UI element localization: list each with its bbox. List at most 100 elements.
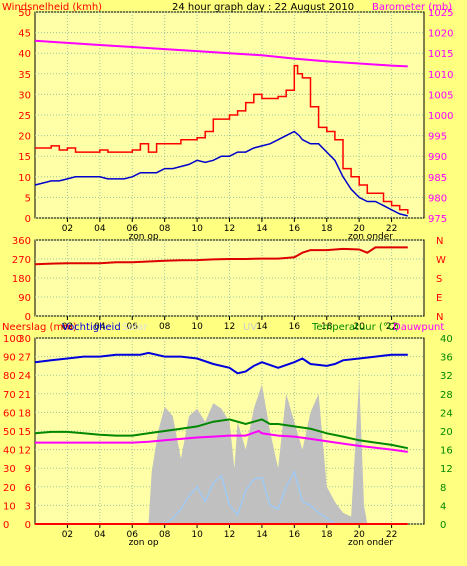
- x-tick-label: 06: [127, 322, 139, 332]
- x-tick-label: 06: [127, 224, 139, 234]
- direction-y-tick-label: 90: [18, 293, 31, 304]
- rain-axis-title: Neerslag (mm): [2, 322, 77, 333]
- wind-barometer-panel: Windsnelheid (kmh) 24 hour graph day : 2…: [2, 2, 453, 242]
- temperature-y-tick-label: 0: [440, 520, 446, 531]
- x-annotation-label: zon op: [129, 232, 159, 242]
- temperature-y-tick-label: 12: [440, 464, 453, 475]
- rain-y-tick-label: 6: [25, 483, 31, 494]
- humidity-y-tick-label: 50: [3, 427, 16, 438]
- rain-y-tick-label: 0: [25, 520, 31, 531]
- x-tick-label: 18: [321, 530, 333, 540]
- temperature-y-tick-label: 32: [440, 371, 453, 382]
- x-tick-label: 16: [289, 530, 301, 540]
- rain-y-tick-label: 18: [18, 408, 31, 419]
- x-tick-label: 18: [321, 224, 333, 234]
- temperature-y-tick-label: 40: [440, 334, 453, 345]
- wind-y-tick-label: 40: [18, 49, 31, 60]
- barometer-y-tick-label: 1005: [428, 90, 453, 101]
- series-dauwpunt-line: [35, 429, 408, 453]
- x-tick-label: 02: [62, 322, 73, 332]
- compass-label: W: [436, 255, 446, 266]
- solar-area: [148, 378, 368, 524]
- direction-grid: [35, 239, 424, 317]
- climate-series: [34, 351, 408, 525]
- temperature-y-tick-label: 24: [440, 408, 453, 419]
- x-tick-label: 14: [256, 224, 268, 234]
- rain-y-tick-label: 30: [18, 334, 31, 345]
- direction-series: [34, 246, 408, 266]
- direction-x-axis-ticks: 02 04 06 08 10 12 14 16 18 20 22: [62, 316, 397, 332]
- x-tick-label: 16: [289, 224, 301, 234]
- x-tick-label: 22: [386, 530, 397, 540]
- humidity-y-axis-ticks: 0 10 20 30 40 50 60 70 80 90 100: [3, 334, 22, 531]
- x-tick-label: 22: [386, 322, 397, 332]
- rain-y-tick-label: 27: [18, 353, 31, 364]
- wind-y-tick-label: 35: [18, 70, 31, 81]
- rain-y-tick-label: 3: [25, 501, 31, 512]
- x-annotation-label: zon onder: [348, 232, 393, 242]
- x-tick-label: 08: [159, 322, 171, 332]
- rain-humidity-temp-panel: Neerslag (mm) Vochtigheid Solar UV Tempe…: [2, 322, 453, 548]
- compass-label: N: [436, 236, 443, 247]
- direction-y-tick-label: 360: [12, 236, 31, 247]
- barometer-y-tick-label: 975: [428, 214, 447, 225]
- series-temperatuur-line: [34, 418, 408, 450]
- barometer-y-tick-label: 980: [428, 193, 447, 204]
- temperature-y-axis-ticks: 0 4 8 12 16 20 24 28 32 36 40: [440, 334, 453, 531]
- barometer-y-tick-label: 1000: [428, 111, 453, 122]
- temperature-y-tick-label: 16: [440, 446, 453, 457]
- climate-annotations: zon op zon onder: [129, 538, 394, 548]
- barometer-axis-title: Barometer (mb): [372, 2, 452, 13]
- humidity-y-tick-label: 90: [3, 353, 16, 364]
- wind-x-axis-ticks: 02 04 06 08 10 12 14 16 18 20 22: [62, 218, 397, 234]
- x-tick-label: 12: [224, 530, 235, 540]
- direction-y-tick-label: 180: [12, 274, 31, 285]
- wind-y-tick-label: 30: [18, 90, 31, 101]
- wind-y-tick-label: 50: [18, 8, 31, 19]
- rain-y-tick-label: 12: [18, 446, 31, 457]
- x-tick-label: 10: [191, 224, 203, 234]
- series-barometer-line: [34, 39, 408, 68]
- x-tick-label: 04: [94, 322, 106, 332]
- humidity-y-tick-label: 80: [3, 371, 16, 382]
- x-annotation-label: zon onder: [348, 538, 393, 548]
- x-tick-label: 10: [191, 322, 203, 332]
- wind-y-tick-label: 5: [25, 193, 31, 204]
- series-gemiddelde-line: [34, 130, 408, 217]
- humidity-y-tick-label: 100: [3, 334, 22, 345]
- wind-y-tick-label: 20: [18, 132, 31, 143]
- wind-annotations: zon op zon onder: [129, 232, 394, 242]
- uv-line: [164, 470, 336, 525]
- x-tick-label: 18: [321, 322, 333, 332]
- temperature-y-tick-label: 4: [440, 501, 446, 512]
- barometer-y-tick-label: 1010: [428, 70, 453, 81]
- humidity-y-tick-label: 10: [3, 501, 16, 512]
- compass-label: S: [436, 274, 442, 285]
- rain-y-tick-label: 21: [18, 390, 31, 401]
- wind-y-tick-label: 15: [18, 152, 31, 163]
- series-windrichting-line: [34, 246, 408, 266]
- rain-y-tick-label: 24: [18, 371, 31, 382]
- direction-y-axis-ticks: 0 90 180 270 360: [12, 236, 31, 323]
- humidity-y-tick-label: 70: [3, 390, 16, 401]
- series-windsnelheid-line: [35, 64, 409, 214]
- x-tick-label: 06: [127, 530, 139, 540]
- humidity-y-tick-label: 0: [3, 520, 9, 531]
- x-tick-label: 20: [353, 224, 365, 234]
- barometer-y-tick-label: 995: [428, 132, 447, 143]
- series-vochtigheid-line: [34, 351, 408, 375]
- wind-y-axis-ticks: 0 5 10 15 20 25 30 35 40 45 50: [18, 8, 31, 225]
- x-tick-label: 22: [386, 224, 397, 234]
- humidity-y-tick-label: 20: [3, 483, 16, 494]
- solar-axis-title: Solar: [122, 322, 148, 333]
- barometer-y-tick-label: 1015: [428, 49, 453, 60]
- x-tick-label: 04: [94, 530, 106, 540]
- wind-y-tick-label: 0: [25, 214, 31, 225]
- direction-y-tick-label: 0: [25, 312, 31, 323]
- barometer-y-axis-ticks: 975 980 985 990 995 1000 1005 1010 1015 1020 1025: [428, 8, 453, 225]
- x-tick-label: 02: [62, 530, 73, 540]
- barometer-y-tick-label: 985: [428, 173, 447, 184]
- x-tick-label: 04: [94, 224, 106, 234]
